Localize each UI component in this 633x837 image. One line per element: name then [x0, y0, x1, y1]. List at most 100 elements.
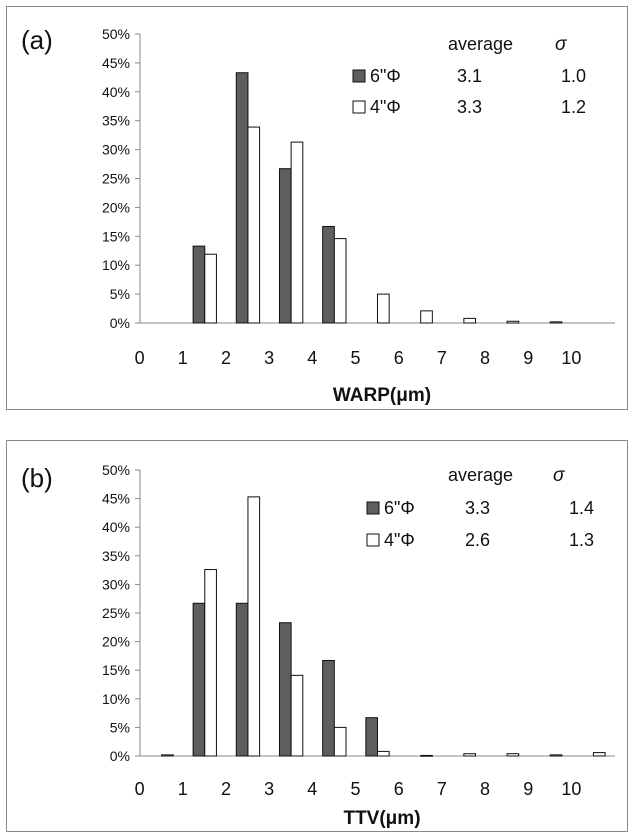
- bar-4in: [204, 253, 217, 324]
- legend-swatch-6in: [366, 501, 380, 515]
- bar-4in: [290, 141, 304, 324]
- panel-label: (b): [21, 463, 53, 493]
- x-tick-label: 10: [561, 348, 581, 368]
- legend-average-value: 3.3: [465, 498, 490, 518]
- y-tick-label: 25%: [102, 605, 130, 621]
- bar-6in: [322, 659, 335, 757]
- x-tick-label: 4: [307, 348, 317, 368]
- bar-4in: [377, 750, 390, 757]
- x-tick-label: 7: [437, 779, 447, 799]
- bar-4in: [247, 496, 261, 757]
- legend-average-value: 3.3: [457, 97, 482, 117]
- legend-header-average: average: [448, 34, 513, 54]
- x-tick-label: 2: [221, 779, 231, 799]
- bar-6in: [365, 717, 378, 757]
- y-tick-label: 10%: [102, 691, 130, 707]
- y-tick-label: 30%: [102, 576, 130, 592]
- legend-series-name: 4"Φ: [370, 97, 401, 117]
- bar-6in: [278, 168, 292, 324]
- bar-4in: [377, 293, 390, 324]
- y-tick-label: 45%: [102, 55, 130, 71]
- x-tick-label: 2: [221, 348, 231, 368]
- y-tick-label: 15%: [102, 662, 130, 678]
- x-tick-label: 4: [307, 779, 317, 799]
- bar-4in: [333, 726, 347, 757]
- legend-swatch-4in: [366, 533, 380, 547]
- y-tick-label: 40%: [102, 519, 130, 535]
- y-tick-label: 30%: [102, 142, 130, 158]
- y-tick-label: 25%: [102, 171, 130, 187]
- bar-4in: [506, 753, 520, 757]
- bar-4in: [204, 569, 217, 757]
- x-tick-label: 0: [135, 348, 145, 368]
- y-tick-label: 10%: [102, 257, 130, 273]
- bar-4in: [549, 754, 563, 757]
- x-tick-label: 6: [394, 348, 404, 368]
- bar-4in: [506, 320, 520, 324]
- y-tick-label: 35%: [102, 113, 130, 129]
- y-tick-label: 45%: [102, 491, 130, 507]
- legend-swatch-6in: [352, 69, 366, 83]
- y-tick-label: 35%: [102, 548, 130, 564]
- legend-sigma-value: 1.0: [561, 66, 586, 86]
- legend-series-name: 6"Φ: [384, 498, 415, 518]
- x-tick-label: 9: [523, 779, 533, 799]
- x-tick-label: 0: [135, 779, 145, 799]
- bar-4in: [247, 126, 261, 324]
- bar-4in: [463, 317, 477, 324]
- x-tick-label: 6: [394, 779, 404, 799]
- x-tick-label: 10: [561, 779, 581, 799]
- legend-series-name: 6"Φ: [370, 66, 401, 86]
- legend-average-value: 2.6: [465, 530, 490, 550]
- legend-sigma-value: 1.2: [561, 97, 586, 117]
- y-tick-label: 5%: [110, 286, 130, 302]
- y-tick-label: 50%: [102, 462, 130, 478]
- x-tick-label: 9: [523, 348, 533, 368]
- bar-6in: [192, 245, 206, 324]
- y-tick-label: 20%: [102, 199, 130, 215]
- legend-sigma-value: 1.3: [569, 530, 594, 550]
- bar-6in: [278, 622, 292, 757]
- bar-4in: [592, 752, 606, 757]
- legend-average-value: 3.1: [457, 66, 482, 86]
- chart-panel-ttv: (b) 0% 5% 10% 15% 20% 25% 30% 35% 40% 45% 50% 0 1 2 3 4 5…: [6, 440, 628, 832]
- legend-series-name: 4"Φ: [384, 530, 415, 550]
- x-tick-label: 3: [264, 779, 274, 799]
- x-tick-label: 5: [350, 348, 360, 368]
- legend-header-sigma: σ: [553, 465, 566, 486]
- x-tick-label: 8: [480, 779, 490, 799]
- bar-4in: [420, 310, 433, 324]
- y-tick-label: 20%: [102, 634, 130, 650]
- bar-6in: [235, 72, 249, 324]
- legend-header-average: average: [448, 465, 513, 485]
- bar-4in: [420, 754, 433, 757]
- warp-chart-svg: (a) 0% 5% 10% 15% 20% 25% 30% 35% 40% 45% 50% 0 1 2 3 4 5…: [21, 25, 615, 406]
- y-tick-label: 15%: [102, 228, 130, 244]
- panel-label: (a): [21, 25, 53, 55]
- x-axis-title: TTV(μm): [343, 808, 420, 829]
- x-axis-title: WARP(μm): [333, 385, 431, 406]
- bar-6in: [322, 225, 335, 324]
- bar-4in: [290, 674, 304, 757]
- x-tick-label: 3: [264, 348, 274, 368]
- y-tick-label: 0%: [110, 315, 130, 331]
- bar-6in: [192, 602, 206, 757]
- x-tick-label: 1: [178, 348, 188, 368]
- legend-swatch-4in: [352, 100, 366, 114]
- bar-4in: [549, 321, 563, 324]
- x-tick-label: 7: [437, 348, 447, 368]
- x-tick-label: 5: [350, 779, 360, 799]
- legend-header-sigma: σ: [555, 34, 568, 55]
- bar-4in: [333, 238, 347, 324]
- x-tick-label: 1: [178, 779, 188, 799]
- legend-sigma-value: 1.4: [569, 498, 594, 518]
- ttv-chart-svg: (b) 0% 5% 10% 15% 20% 25% 30% 35% 40% 45% 50% 0 1 2 3 4 5…: [21, 462, 615, 829]
- y-tick-label: 50%: [102, 26, 130, 42]
- y-tick-label: 0%: [110, 748, 130, 764]
- chart-panel-warp: (a) 0% 5% 10% 15% 20% 25% 30% 35% 40% 45% 50% 0 1 2 3 4 5…: [6, 6, 628, 410]
- x-tick-label: 8: [480, 348, 490, 368]
- bar-4in: [463, 753, 477, 757]
- bar-4in: [161, 754, 174, 757]
- y-tick-label: 5%: [110, 719, 130, 735]
- bar-6in: [235, 602, 249, 757]
